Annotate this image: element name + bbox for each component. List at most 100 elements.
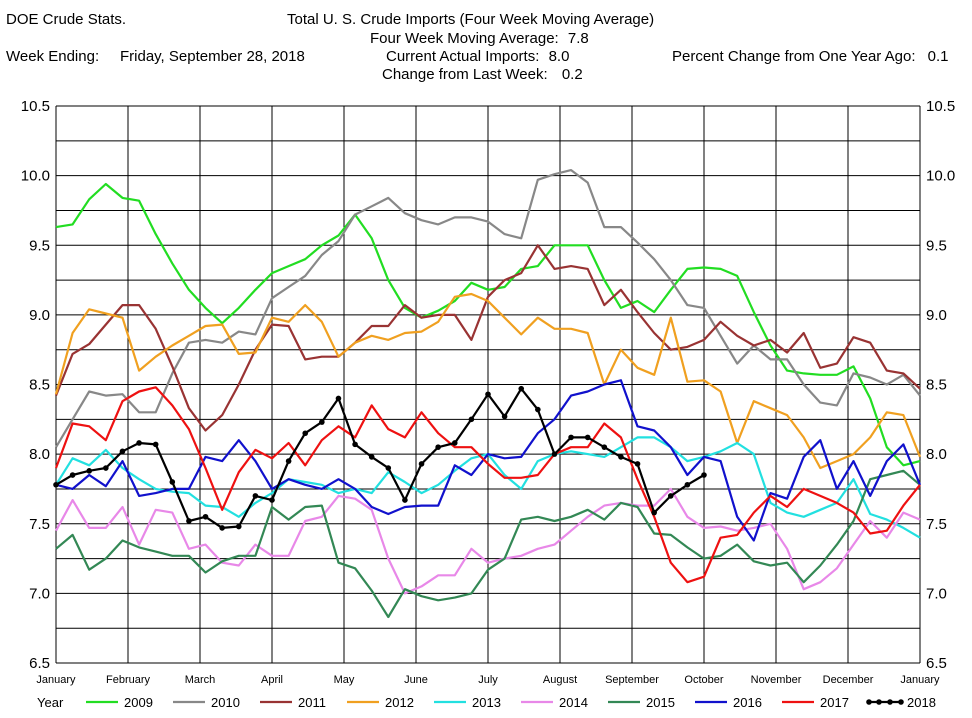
series-point-2018 — [485, 391, 491, 398]
week-ending-value: Friday, September 28, 2018 — [120, 48, 305, 65]
series-point-2018 — [352, 441, 358, 448]
series-point-2018 — [518, 385, 525, 392]
series-point-2018 — [618, 454, 624, 460]
y-tick-label-left: 7.0 — [29, 585, 50, 602]
series-point-2018 — [169, 479, 176, 485]
stat-moving-average: Four Week Moving Average: 7.8 — [370, 30, 589, 47]
legend-title: Year — [37, 695, 64, 710]
y-tick-label-right: 10.0 — [926, 168, 955, 185]
stat-value: 8.0 — [548, 48, 570, 65]
y-tick-label-left: 10.0 — [21, 168, 50, 185]
legend-label-2012: 2012 — [385, 695, 414, 710]
legend: Year 2009 2010 2011 2012 2013 2014 2015 2016 2017… — [37, 695, 936, 710]
series-point-2018 — [667, 493, 674, 499]
series-point-2018 — [219, 525, 225, 531]
y-tick-label-right: 10.5 — [926, 98, 955, 115]
x-tick-label: February — [106, 674, 151, 686]
x-tick-label: May — [334, 674, 355, 686]
stat-current-imports: Current Actual Imports: 8.0 — [386, 48, 569, 65]
x-tick-label: October — [684, 674, 723, 686]
series-point-2018 — [435, 444, 441, 450]
series-point-2018 — [451, 440, 458, 446]
series-point-2018 — [302, 430, 309, 437]
stat-value: 0.2 — [561, 66, 583, 83]
legend-label-2014: 2014 — [559, 695, 588, 710]
series-point-2018 — [568, 434, 574, 441]
legend-label-2010: 2010 — [211, 695, 240, 710]
y-tick-label-left: 10.5 — [21, 98, 50, 115]
pct-change: Percent Change from One Year Ago: 0.1 — [672, 48, 949, 65]
series-point-2018 — [86, 468, 93, 474]
y-tick-label-right: 7.0 — [926, 585, 947, 602]
stat-label: Current Actual Imports: — [386, 48, 540, 65]
series-point-2018 — [601, 444, 608, 450]
chart-title: Total U. S. Crude Imports (Four Week Mov… — [287, 11, 655, 28]
stat-label: Four Week Moving Average: — [370, 30, 559, 47]
series-point-2018 — [235, 523, 242, 530]
series-point-2018 — [252, 493, 259, 499]
y-tick-label-left: 9.5 — [29, 237, 50, 254]
grid — [55, 105, 921, 664]
series-point-2018 — [335, 395, 342, 402]
series-lines — [53, 169, 922, 619]
series-point-2018 — [269, 497, 275, 503]
series-point-2018 — [501, 413, 508, 420]
stat-value: 7.8 — [567, 30, 589, 47]
x-tick-label: June — [404, 674, 428, 686]
series-point-2018 — [53, 481, 59, 488]
legend-label-2011: 2011 — [298, 695, 326, 710]
series-point-2018 — [103, 465, 109, 471]
series-point-2018 — [701, 472, 707, 478]
legend-label-2015: 2015 — [646, 695, 675, 710]
legend-marker-2018 — [876, 699, 882, 705]
x-tick-label: July — [478, 674, 498, 686]
series-point-2018 — [152, 441, 159, 448]
source-label: DOE Crude Stats. — [6, 11, 127, 28]
series-point-2018 — [634, 461, 641, 467]
series-point-2018 — [551, 451, 558, 457]
series-line-2014 — [55, 487, 921, 595]
series-point-2018 — [385, 465, 392, 471]
series-point-2018 — [119, 448, 126, 455]
x-tick-label: April — [261, 674, 283, 686]
series-point-2018 — [186, 518, 192, 524]
series-line-2016 — [55, 379, 922, 542]
x-tick-label: January — [36, 674, 76, 686]
series-point-2018 — [535, 406, 541, 413]
y-tick-label-right: 9.0 — [926, 307, 947, 324]
stat-change-last-week: Change from Last Week: 0.2 — [382, 66, 583, 83]
series-point-2018 — [285, 458, 292, 464]
series-point-2018 — [584, 434, 591, 441]
legend-marker-2018 — [887, 699, 893, 705]
y-tick-label-left: 8.5 — [29, 377, 50, 394]
x-tick-label: December — [823, 674, 874, 686]
legend-label-2016: 2016 — [733, 695, 762, 710]
y-tick-label-right: 7.5 — [926, 516, 947, 533]
y-tick-label-right: 8.5 — [926, 377, 947, 394]
stat-label: Change from Last Week: — [382, 66, 548, 83]
series-point-2018 — [651, 509, 657, 516]
legend-marker-2018 — [866, 699, 872, 705]
legend-label-2018: 2018 — [907, 695, 936, 710]
x-tick-label: September — [605, 674, 659, 686]
legend-label-2009: 2009 — [124, 695, 153, 710]
x-tick-label: August — [543, 674, 577, 686]
series-point-2018 — [202, 513, 209, 520]
series-point-2018 — [402, 497, 408, 503]
series-point-2018 — [319, 419, 325, 425]
x-tick-label: January — [900, 674, 940, 686]
x-tick-label: March — [185, 674, 216, 686]
y-tick-label-right: 6.5 — [926, 655, 947, 672]
legend-label-2013: 2013 — [472, 695, 501, 710]
series-line-2011 — [54, 244, 921, 432]
x-tick-label: November — [751, 674, 802, 686]
y-tick-label-left: 6.5 — [29, 655, 50, 672]
series-point-2018 — [418, 461, 425, 467]
y-tick-label-left: 7.5 — [29, 516, 50, 533]
week-ending-label: Week Ending: — [6, 48, 100, 65]
series-line-2010 — [55, 169, 921, 448]
series-point-2018 — [69, 472, 76, 478]
series-point-2018 — [368, 454, 375, 460]
series-point-2018 — [136, 440, 142, 446]
